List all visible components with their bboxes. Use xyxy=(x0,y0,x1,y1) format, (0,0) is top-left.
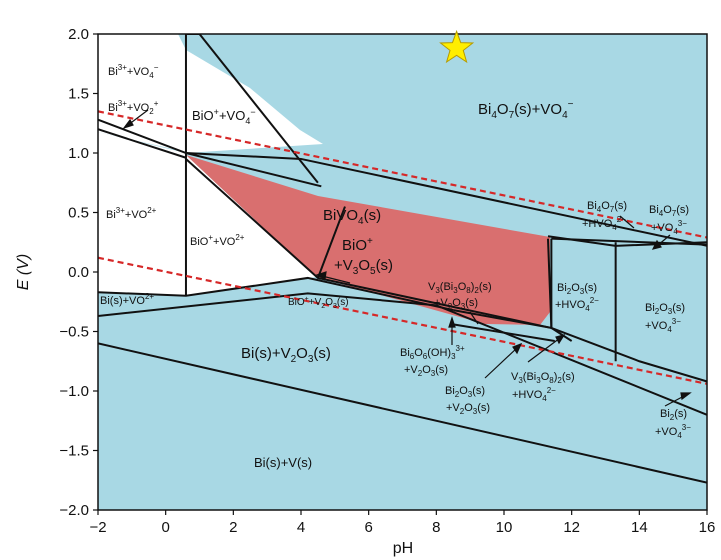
label-bi2o3-v2o3-a: Bi2O3(s) xyxy=(445,385,485,399)
arrow-bi4o7-hvo4 xyxy=(619,215,635,229)
y-tick-label: −1.0 xyxy=(59,383,89,400)
label-bi-v: Bi(s)+V(s) xyxy=(254,455,312,470)
label-bi2o3-hvo4-a: Bi2O3(s) xyxy=(557,282,597,296)
label-v3bi3o8-v2o3-b: +V2O3(s) xyxy=(434,297,478,311)
arrowhead-bio-v2o3 xyxy=(315,271,327,280)
x-tick-label: 10 xyxy=(496,519,513,536)
y-axis-ticks: −2.0 −1.5 −1.0 −0.5 0.0 0.5 1.0 1.5 2.0 xyxy=(59,26,98,519)
y-tick-label: 2.0 xyxy=(68,26,89,43)
phase-boundary-13 xyxy=(453,323,555,343)
label-bi6o6-v2o3-b: +V2O3(s) xyxy=(404,364,448,378)
phase-boundary-17 xyxy=(547,235,707,247)
arrowhead-bi2o3-v2o3 xyxy=(512,342,523,355)
label-bi4o7-vo4-a: Bi4O7(s) xyxy=(649,204,689,218)
arrowhead-bi2-vo4 xyxy=(680,392,692,401)
x-tick-label: 0 xyxy=(161,519,169,536)
region-labels: Bi4O7(s)+VO4− BiVO4(s) BiO+ +V3O5(s) Bi3… xyxy=(100,63,691,470)
x-tick-label: 14 xyxy=(631,519,648,536)
phase-boundary-11 xyxy=(98,342,707,484)
arrowhead-bi3-vo2plus xyxy=(122,118,134,130)
white-region-bio-vo2 xyxy=(186,155,316,296)
arrow-bio-v2o3 xyxy=(321,275,351,284)
x-tick-label: 12 xyxy=(563,519,580,536)
arrowhead-v3bi3o8-hvo4 xyxy=(555,334,566,345)
white-region-lower-left xyxy=(98,132,186,296)
x-axis-label: pH xyxy=(393,540,413,557)
phase-boundaries xyxy=(98,34,707,484)
white-region-bi3-vo4 xyxy=(98,34,186,152)
y-tick-label: −2.0 xyxy=(59,502,89,519)
arrow-v3bi3o8-hvo4 xyxy=(527,337,561,363)
phase-boundary-9 xyxy=(98,276,454,312)
phase-boundary-7 xyxy=(185,158,553,330)
label-bi4o7-vo4: Bi4O7(s)+VO4− xyxy=(478,99,574,121)
arrow-bi2o3-v2o3 xyxy=(484,346,519,379)
label-bio-v2o3: BiO++V2O3(s) xyxy=(288,296,349,310)
y-tick-label: 0.0 xyxy=(68,264,89,281)
x-tick-label: 16 xyxy=(699,519,716,536)
x-axis-ticks: −2 0 2 4 6 8 10 12 14 16 xyxy=(89,510,715,536)
star-marker xyxy=(439,29,475,64)
label-bi-vo2: Bi(s)+VO2+ xyxy=(100,292,154,307)
bivo4-region xyxy=(186,155,550,325)
plot-area xyxy=(98,34,707,510)
leader-arrows xyxy=(122,109,692,407)
y-axis-label: E (V) xyxy=(15,254,32,290)
phase-boundary-1 xyxy=(98,118,707,247)
label-bio-vo2: BiO++VO2+ xyxy=(190,233,245,248)
x-tick-label: 2 xyxy=(229,519,237,536)
label-bi2o3-v2o3-b: +V2O3(s) xyxy=(446,402,490,416)
phase-boundary-8 xyxy=(316,206,346,279)
y-tick-label: 0.5 xyxy=(68,205,89,222)
label-bio-v3o5-b: +V3O5(s) xyxy=(334,257,393,277)
phase-boundary-2 xyxy=(98,128,187,159)
y-tick-label: 1.0 xyxy=(68,145,89,162)
label-bio-v3o5-a: BiO+ xyxy=(342,236,373,254)
x-tick-label: 8 xyxy=(432,519,440,536)
water-line-lower xyxy=(98,256,707,385)
phase-boundary-10 xyxy=(98,292,707,416)
label-bi2o3-vo4-a: Bi2O3(s) xyxy=(645,302,685,316)
x-tick-label: 4 xyxy=(297,519,305,536)
water-stability-lines xyxy=(98,110,707,385)
phase-boundary-18 xyxy=(551,326,707,383)
y-tick-label: −1.5 xyxy=(59,443,89,460)
label-bi6o6-v2o3-a: Bi6O6(OH)33+ xyxy=(400,344,465,361)
label-bi2-vo4-a: Bi2(s) xyxy=(660,408,687,422)
arrowhead-bi6o6 xyxy=(448,316,456,328)
label-bi4o7-hvo4-a: Bi4O7(s) xyxy=(587,200,627,214)
x-tick-label: 6 xyxy=(364,519,372,536)
arrowhead-bi4o7-vo4 xyxy=(651,239,662,250)
label-bivo4: BiVO4(s) xyxy=(323,207,381,227)
label-bio-vo4: BiO++VO4− xyxy=(192,107,256,126)
y-tick-label: −0.5 xyxy=(59,324,89,341)
x-tick-label: −2 xyxy=(89,519,106,536)
phase-boundary-5 xyxy=(198,34,319,184)
water-line-upper xyxy=(98,110,707,239)
phase-boundary-4 xyxy=(185,152,322,188)
arrow-v3bi3o8-v2o3 xyxy=(469,311,479,325)
y-tick-label: 1.5 xyxy=(68,86,89,103)
